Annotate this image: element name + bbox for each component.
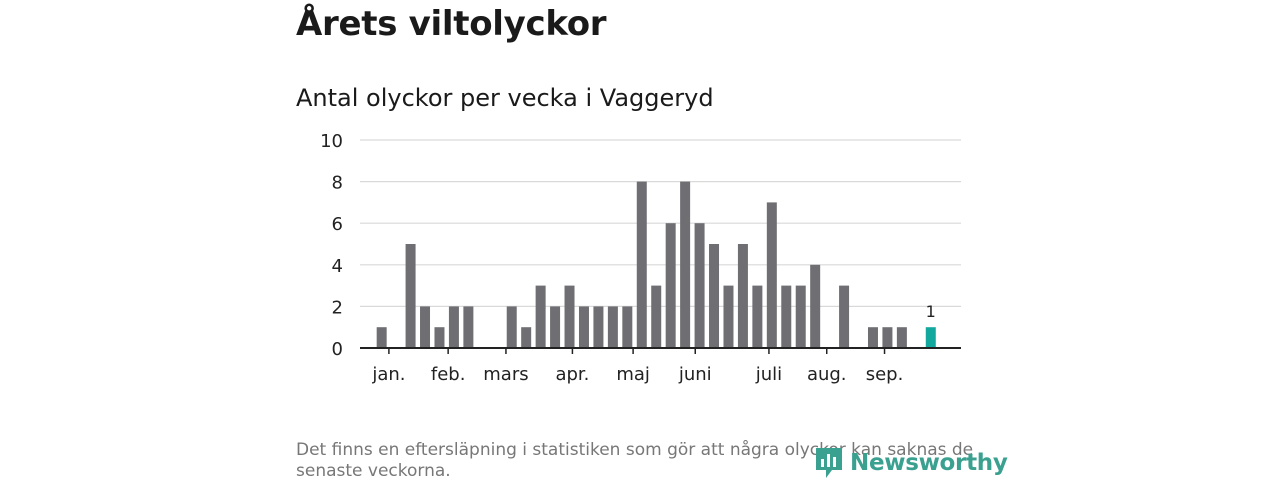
bar	[810, 264, 821, 348]
footnote: Det finns en eftersläpning i statistiken…	[296, 440, 974, 481]
bar	[405, 244, 416, 348]
x-tick-label: juli	[755, 364, 782, 385]
x-tick-label: apr.	[555, 364, 589, 385]
y-tick-label: 2	[332, 297, 343, 318]
bar	[665, 223, 676, 348]
bar	[795, 285, 806, 348]
bar	[737, 244, 748, 348]
bar	[593, 306, 604, 348]
bar	[420, 306, 431, 348]
y-tick-label: 6	[332, 214, 343, 235]
x-tick-label: mars	[483, 364, 528, 385]
x-tick-label: juni	[678, 364, 712, 385]
y-tick-label: 8	[332, 173, 343, 194]
bar	[506, 306, 517, 348]
bar	[535, 285, 546, 348]
bar	[578, 306, 589, 348]
bar	[694, 223, 705, 348]
bar	[636, 181, 647, 348]
bar	[376, 327, 387, 348]
bar	[680, 181, 691, 348]
bar	[867, 327, 878, 348]
bar-value-label: 1	[926, 302, 936, 321]
chart-subtitle: Antal olyckor per vecka i Vaggeryd	[296, 84, 714, 112]
bar	[839, 285, 850, 348]
y-tick-label: 0	[332, 339, 343, 360]
bar	[564, 285, 575, 348]
bar	[651, 285, 662, 348]
x-tick-label: jan.	[371, 364, 405, 385]
bar	[607, 306, 618, 348]
y-tick-label: 10	[320, 131, 343, 152]
chart-title: Årets viltolyckor	[296, 4, 607, 44]
x-tick-label: aug.	[807, 364, 847, 385]
bar	[781, 285, 792, 348]
bar	[752, 285, 763, 348]
bar	[448, 306, 459, 348]
x-tick-label: feb.	[431, 364, 466, 385]
newsworthy-logo: Newsworthy	[814, 446, 1008, 480]
brand-name: Newsworthy	[850, 450, 1008, 476]
bar	[766, 202, 777, 348]
bar	[622, 306, 633, 348]
x-tick-label: maj	[616, 364, 650, 385]
bar	[709, 244, 720, 348]
bar	[882, 327, 893, 348]
newsworthy-icon	[816, 448, 842, 478]
x-tick-label: sep.	[866, 364, 904, 385]
bar	[521, 327, 532, 348]
bar	[463, 306, 474, 348]
bar	[550, 306, 561, 348]
bar	[896, 327, 907, 348]
highlight-bar	[925, 327, 936, 348]
y-tick-label: 4	[332, 256, 343, 277]
bar	[723, 285, 734, 348]
bar	[434, 327, 445, 348]
